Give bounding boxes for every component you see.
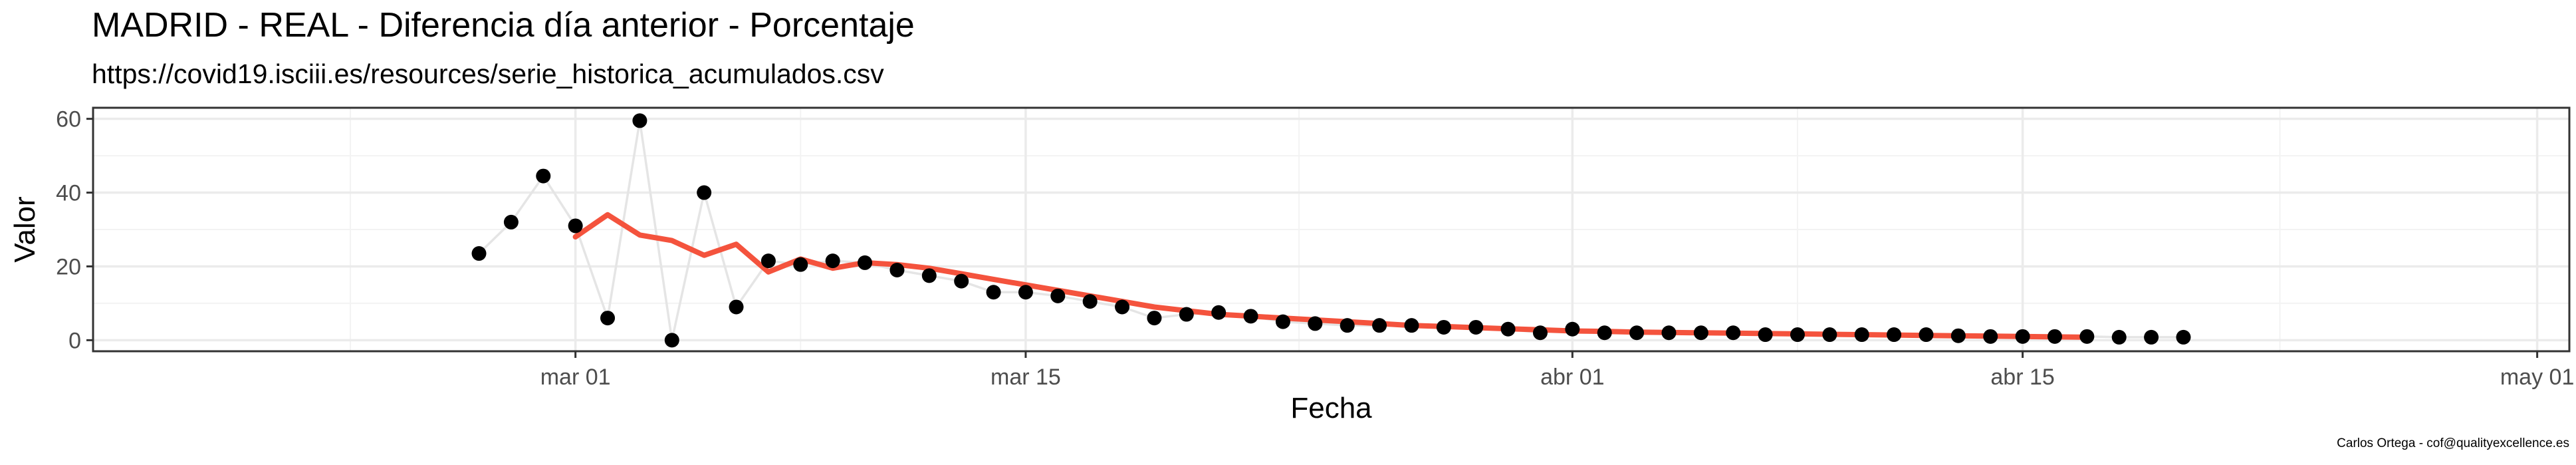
data-point	[1275, 314, 1290, 329]
data-point	[921, 268, 937, 283]
data-point	[1018, 285, 1033, 300]
y-tick-label: 40	[56, 181, 81, 206]
y-tick-label: 0	[68, 328, 81, 353]
x-tick-label: may 01	[2500, 365, 2575, 390]
data-point	[1147, 311, 1162, 326]
data-point	[825, 253, 840, 269]
data-point	[1082, 294, 1098, 309]
data-point	[568, 218, 583, 233]
data-point	[2176, 329, 2191, 345]
x-axis: mar 01 mar 15 abr 01 abr 15 may 01	[540, 351, 2575, 390]
data-point	[2111, 329, 2127, 345]
points-layer	[471, 113, 2191, 348]
data-point	[793, 257, 808, 272]
x-tick-label: mar 15	[991, 365, 1061, 390]
data-point	[1468, 319, 1484, 335]
x-axis-title: Fecha	[1290, 392, 1372, 424]
data-point	[1661, 325, 1677, 341]
data-point	[1726, 325, 1741, 341]
data-point	[1919, 327, 1934, 343]
data-point	[1340, 318, 1355, 333]
data-point	[858, 255, 873, 270]
data-point	[1887, 327, 1902, 343]
data-point	[1179, 307, 1194, 322]
data-point	[471, 246, 487, 261]
y-axis-title: Valor	[9, 196, 41, 262]
chart-caption: Carlos Ortega - cof@qualityexcellence.es	[2337, 436, 2569, 450]
data-point	[503, 214, 519, 230]
data-point	[1243, 309, 1258, 324]
data-point	[1211, 305, 1227, 320]
panel-border	[92, 106, 2571, 353]
y-tick-label: 60	[56, 107, 81, 132]
data-point	[954, 273, 969, 289]
data-point	[2144, 329, 2159, 345]
data-point	[2047, 329, 2062, 344]
data-point	[1693, 325, 1708, 341]
data-point	[632, 113, 647, 128]
x-tick-label: abr 15	[1990, 365, 2054, 390]
data-point	[1822, 327, 1837, 343]
data-point	[536, 168, 551, 184]
data-point	[1372, 318, 1387, 333]
data-point	[1758, 327, 1773, 343]
data-point	[1629, 325, 1645, 341]
data-point	[889, 263, 905, 277]
data-point	[1436, 319, 1451, 335]
data-point	[1983, 329, 1998, 344]
data-point	[1565, 321, 1580, 337]
data-point	[1854, 327, 1869, 343]
grid-minor	[93, 108, 2569, 351]
data-point	[1115, 299, 1130, 315]
data-point	[729, 299, 744, 315]
smooth-line-layer	[572, 212, 2090, 340]
data-point	[664, 333, 679, 348]
chart-subtitle: https://covid19.isciii.es/resources/seri…	[92, 59, 884, 89]
data-point	[1790, 327, 1805, 343]
data-point	[1597, 325, 1612, 341]
data-point	[761, 253, 776, 269]
y-tick-label: 20	[56, 254, 81, 279]
x-tick-label: abr 01	[1540, 365, 1604, 390]
data-point	[986, 285, 1001, 300]
smooth-series-line	[572, 212, 2090, 340]
data-point	[1308, 316, 1323, 331]
data-point	[2079, 329, 2095, 344]
data-point	[1950, 328, 1966, 343]
y-axis: 0 20 40 60	[56, 107, 93, 353]
x-tick-label: mar 01	[540, 365, 611, 390]
data-point	[1404, 318, 1419, 333]
data-point	[697, 185, 712, 200]
data-point	[600, 311, 616, 326]
chart-title: MADRID - REAL - Diferencia día anterior …	[92, 6, 915, 45]
data-point	[2015, 329, 2030, 344]
data-point	[1532, 325, 1548, 341]
data-point	[1050, 288, 1066, 303]
data-point	[1500, 321, 1516, 337]
